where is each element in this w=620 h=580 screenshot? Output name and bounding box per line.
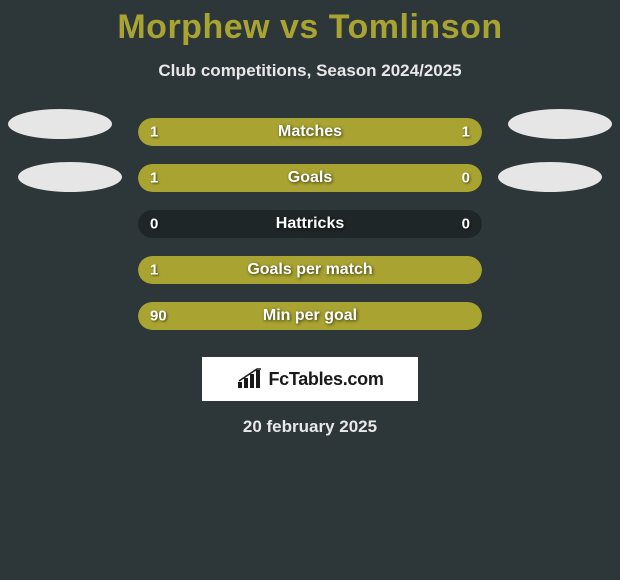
stat-row: 1 Goals per match: [0, 247, 620, 293]
bar-left: [138, 164, 399, 192]
left-value: 1: [150, 124, 158, 141]
brand-badge: FcTables.com: [202, 357, 418, 401]
bar-track: 1 Matches 1: [138, 118, 482, 146]
stat-row: 90 Min per goal: [0, 293, 620, 339]
date-label: 20 february 2025: [0, 417, 620, 437]
stat-label: Goals per match: [247, 261, 372, 279]
stat-label: Hattricks: [276, 215, 344, 233]
stat-row: 1 Matches 1: [0, 109, 620, 155]
bar-track: 1 Goals 0: [138, 164, 482, 192]
stat-row: 0 Hattricks 0: [0, 201, 620, 247]
left-value: 90: [150, 308, 167, 325]
right-value: 0: [462, 216, 470, 233]
bar-track: 1 Goals per match: [138, 256, 482, 284]
stat-label: Goals: [288, 169, 332, 187]
brand-text: FcTables.com: [268, 369, 383, 390]
right-value: 1: [462, 124, 470, 141]
right-value: 0: [462, 170, 470, 187]
subtitle: Club competitions, Season 2024/2025: [0, 61, 620, 81]
bar-track: 90 Min per goal: [138, 302, 482, 330]
left-value: 1: [150, 262, 158, 279]
page-title: Morphew vs Tomlinson: [0, 0, 620, 47]
left-value: 0: [150, 216, 158, 233]
stat-row: 1 Goals 0: [0, 155, 620, 201]
stat-label: Matches: [278, 123, 342, 141]
bars-icon: [236, 368, 264, 390]
bar-track: 0 Hattricks 0: [138, 210, 482, 238]
left-value: 1: [150, 170, 158, 187]
comparison-chart: 1 Matches 1 1 Goals 0 0 Hattricks 0 1 Go…: [0, 109, 620, 339]
stat-label: Min per goal: [263, 307, 357, 325]
